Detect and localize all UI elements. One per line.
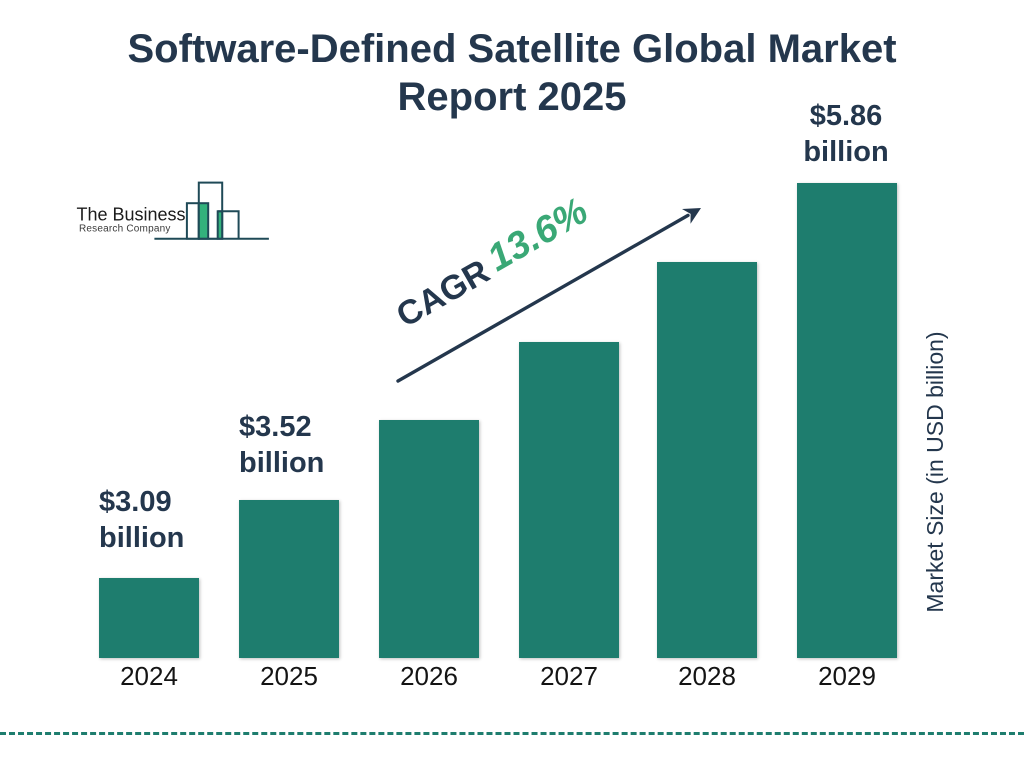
- svg-text:13.6%: 13.6%: [481, 190, 595, 280]
- svg-text:CAGR: CAGR: [390, 252, 496, 335]
